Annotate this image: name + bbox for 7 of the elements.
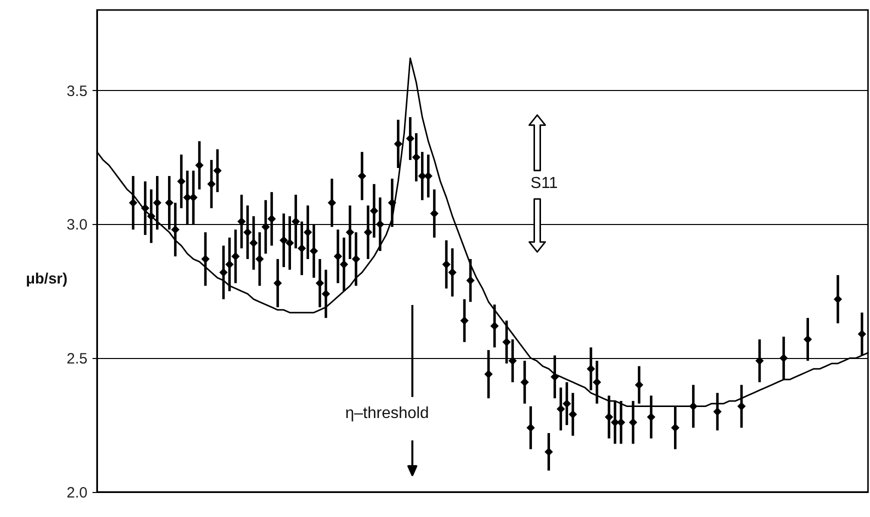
y-tick-label: 2.5	[66, 350, 88, 368]
y-tick-label: 3.5	[66, 82, 88, 100]
annotation: η–threshold	[345, 404, 429, 422]
y-tick-label: 3.0	[66, 216, 88, 234]
y-axis-title: μb/sr)	[26, 270, 68, 288]
annotation: S11	[530, 175, 558, 192]
y-tick-label: 2.0	[66, 484, 88, 502]
